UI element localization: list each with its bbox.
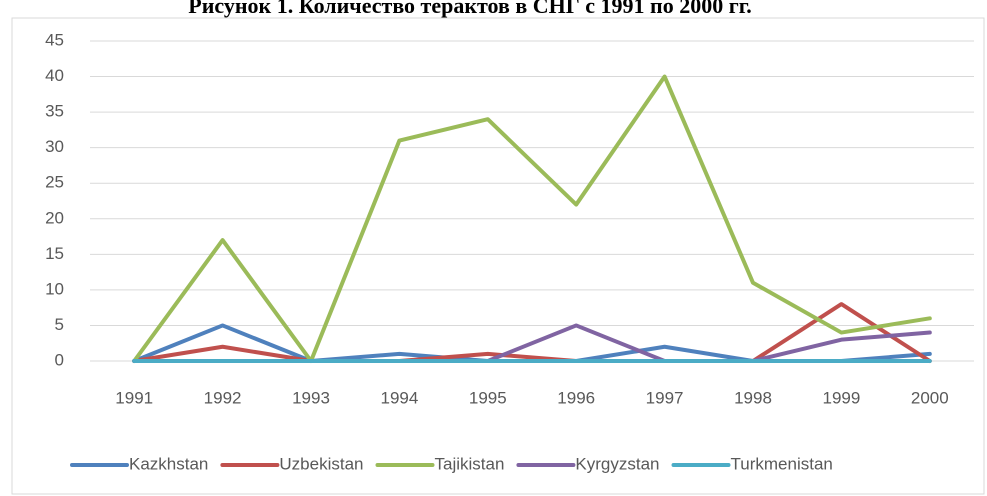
x-tick-label: 1991 — [115, 388, 153, 407]
x-tick-label: 1993 — [292, 388, 330, 407]
legend-label: Turkmenistan — [731, 454, 833, 473]
y-tick-label: 20 — [45, 208, 64, 227]
y-tick-label: 10 — [45, 279, 64, 298]
chart-border — [11, 17, 985, 495]
legend-label: Kyrgyzstan — [575, 454, 659, 473]
x-tick-label: 1992 — [204, 388, 242, 407]
y-tick-label: 25 — [45, 173, 64, 192]
y-tick-label: 45 — [45, 30, 64, 49]
chart-title: Рисунок 1. Количество терактов в СНГ с 1… — [188, 0, 751, 18]
legend-label: Tajikistan — [435, 454, 505, 473]
x-tick-label: 1995 — [469, 388, 507, 407]
legend-label: Uzbekistan — [279, 454, 363, 473]
y-tick-label: 15 — [45, 244, 64, 263]
y-tick-label: 40 — [45, 66, 64, 85]
y-tick-label: 35 — [45, 102, 64, 121]
legend-label: Kazkhstan — [129, 454, 208, 473]
x-tick-label: 1994 — [380, 388, 418, 407]
x-tick-label: 1996 — [557, 388, 595, 407]
y-tick-label: 5 — [55, 315, 64, 334]
x-tick-label: 1997 — [646, 388, 684, 407]
series-line — [132, 74, 932, 363]
x-tick-label: 2000 — [911, 388, 949, 407]
y-tick-label: 0 — [55, 350, 64, 369]
series-line — [132, 302, 932, 363]
x-tick-label: 1998 — [734, 388, 772, 407]
x-tick-label: 1999 — [822, 388, 860, 407]
y-tick-label: 30 — [45, 137, 64, 156]
